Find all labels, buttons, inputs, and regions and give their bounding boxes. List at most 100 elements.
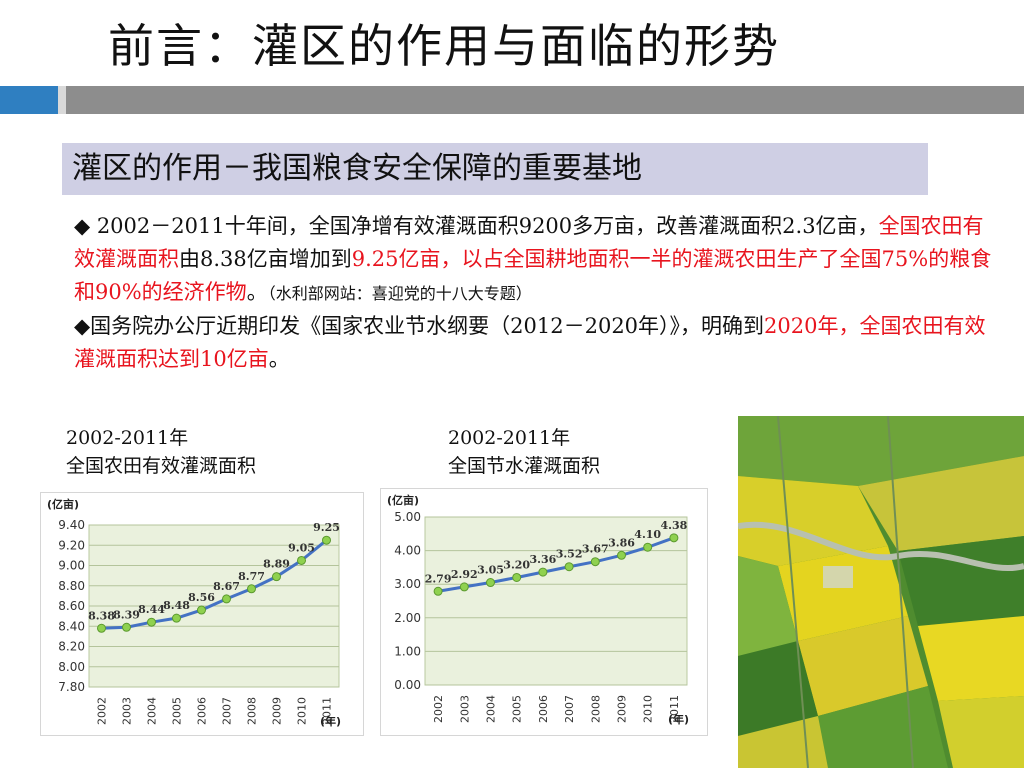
chart-2-xtick-label: 2011: [668, 695, 681, 723]
bullet-2-text-c: 。: [268, 347, 290, 371]
chart-1-data-point: [97, 623, 106, 633]
chart-1-data-label: 9.25: [313, 521, 340, 534]
chart-1-series-line: [101, 539, 328, 630]
chart-1-data-point: [322, 535, 331, 545]
chart-1-data-label: 8.48: [163, 599, 190, 612]
chart-1-data-point: [122, 622, 131, 632]
section-subtitle: 灌区的作用－我国粮食安全保障的重要基地: [62, 143, 928, 195]
chart-2-xtick-label: 2006: [537, 695, 550, 723]
chart-1-data-point: [297, 555, 306, 565]
chart-1-xtick-label: 2010: [296, 697, 309, 725]
chart-2-xtick-label: 2002: [432, 695, 445, 723]
chart-1-data-point: [222, 594, 231, 604]
chart-2-ytick-label: 3.00: [394, 577, 421, 591]
chart-1-xtick-label: 2005: [171, 697, 184, 725]
chart-1-ytick-label: 8.40: [58, 619, 85, 633]
chart-2-plot-area: [424, 516, 688, 686]
chart-1-xtick-label: 2011: [321, 697, 334, 725]
bullet-2-highlight: 2020年，全国农田有效灌溉面积达到10亿亩: [74, 314, 986, 371]
chart-1-data-label: 8.77: [238, 570, 265, 583]
bullet-2-text-a: ◆国务院办公厅近期印发《国家农业节水纲要（2012－2020年）》，明确到: [74, 314, 765, 338]
chart-2-data-label: 2.79: [425, 572, 452, 585]
chart-2-data-label: 3.52: [556, 548, 583, 561]
chart-1-data-point: [147, 617, 156, 627]
chart-2-data-label: 3.67: [582, 543, 609, 556]
chart-2-data-point: [459, 582, 469, 592]
chart-1-xtick-label: 2006: [196, 697, 209, 725]
chart-1-xtick-label: 2007: [221, 697, 234, 725]
chart-1-caption: 2002-2011年 全国农田有效灌溉面积: [66, 424, 256, 480]
chart-1-ylabel: (亿亩): [47, 497, 79, 511]
bullet-2: ◆国务院办公厅近期印发《国家农业节水纲要（2012－2020年）》，明确到202…: [74, 310, 994, 376]
chart-1-ytick-label: 9.00: [58, 559, 85, 573]
chart-2-data-label: 4.10: [634, 528, 661, 541]
chart-1-caption-line2: 全国农田有效灌溉面积: [66, 455, 257, 477]
chart-1-xtick-label: 2008: [246, 697, 259, 725]
bullet-1-highlight-1: 全国农田有效灌溉面积: [74, 214, 984, 271]
chart-1-data-label: 8.38: [88, 609, 115, 622]
chart-1-ytick-label: 8.00: [58, 660, 85, 674]
chart-2-data-point: [538, 567, 548, 577]
chart-2-data-point: [643, 542, 653, 552]
chart-1-xtick-label: 2003: [121, 697, 134, 725]
chart-1-data-label: 9.05: [288, 541, 315, 554]
chart-2-xtick-label: 2003: [458, 695, 471, 723]
chart-2-data-label: 3.20: [503, 558, 530, 571]
chart-2-data-point: [669, 533, 679, 543]
chart-1-ytick-label: 9.20: [58, 538, 85, 552]
chart-2-caption: 2002-2011年 全国节水灌溉面积: [448, 424, 600, 480]
chart-2-data-label: 3.86: [608, 536, 635, 549]
chart-2-data-point: [512, 572, 522, 582]
chart-1-data-label: 8.44: [138, 603, 165, 616]
chart-2-data-point: [590, 557, 600, 567]
bullet-1-text-b: 由8.38亿亩增加到: [179, 247, 352, 271]
bullet-1-highlight-2: 9.25亿亩，以占全国耕地面积一半的灌溉农田生产了全国75%的粮食和90%的经济…: [74, 247, 992, 304]
chart-2-caption-line2: 全国节水灌溉面积: [448, 455, 601, 477]
chart-2-data-point: [617, 550, 626, 560]
chart-2-data-label: 4.38: [661, 519, 688, 532]
chart-2-data-point: [564, 562, 574, 572]
chart-2-container: 5.00 4.00 3.00 2.00 1.00 0.00 (亿亩) 2002 2003 2004…: [380, 488, 708, 736]
bullet-1-text-a: ◆ 2002－2011十年间，全国净增有效灌溉面积9200多万亩，改善灌溉面积2…: [74, 214, 879, 238]
aerial-farmland-photo: [738, 416, 1024, 768]
chart-2-ytick-label: 4.00: [394, 544, 421, 558]
chart-2-series-line: [437, 536, 675, 593]
chart-1-data-label: 8.67: [213, 580, 240, 593]
header-accent-gray: [66, 86, 1024, 114]
chart-1-ytick-label: 8.60: [58, 599, 85, 613]
header-accent-gap: [58, 86, 66, 114]
bullet-1-text-c: 。: [246, 280, 268, 304]
chart-1-xtick-label: 2004: [146, 697, 159, 725]
chart-1-data-label: 8.39: [113, 608, 140, 621]
chart-1-data-point: [197, 605, 206, 615]
chart-2-ylabel: (亿亩): [387, 493, 419, 507]
chart-2-svg: 5.00 4.00 3.00 2.00 1.00 0.00 (亿亩) 2002 2003 2004…: [387, 493, 689, 726]
chart-2-xtick-label: 2007: [563, 695, 576, 723]
chart-1-data-point: [272, 572, 281, 582]
chart-1-caption-line1: 2002-2011年: [66, 427, 189, 449]
bullet-1: ◆ 2002－2011十年间，全国净增有效灌溉面积9200多万亩，改善灌溉面积2…: [74, 210, 994, 310]
chart-2-data-point: [486, 578, 495, 588]
body-text: ◆ 2002－2011十年间，全国净增有效灌溉面积9200多万亩，改善灌溉面积2…: [74, 210, 994, 376]
chart-2-xlabel: (年): [668, 712, 689, 726]
page-title: 前言：灌区的作用与面临的形势: [108, 19, 780, 73]
chart-1-data-point: [247, 584, 256, 594]
chart-1-data-label: 8.56: [188, 591, 215, 604]
chart-2-ytick-label: 0.00: [394, 678, 421, 692]
chart-1-ytick-label: 8.80: [58, 579, 85, 593]
chart-1-ytick-label: 9.40: [58, 518, 85, 532]
chart-2-xtick-label: 2010: [642, 695, 655, 723]
chart-1-xtick-label: 2002: [96, 697, 109, 725]
chart-1-xtick-label: 2009: [271, 697, 284, 725]
chart-2-xtick-label: 2005: [511, 695, 524, 723]
chart-1-data-point: [172, 613, 181, 623]
chart-2-xtick-label: 2004: [485, 695, 498, 723]
header-accent-blue: [0, 86, 58, 114]
chart-2-caption-line1: 2002-2011年: [448, 427, 571, 449]
chart-2-xtick-label: 2009: [616, 695, 629, 723]
chart-2-data-label: 2.92: [451, 568, 478, 581]
chart-1-xlabel: (年): [320, 714, 341, 728]
chart-1-container: 9.40 9.20 9.00 8.80 8.60 8.40 8.20 8.00 7.80 (亿亩)…: [40, 492, 364, 736]
chart-2-data-label: 3.36: [530, 553, 557, 566]
chart-1-svg: 9.40 9.20 9.00 8.80 8.60 8.40 8.20 8.00 7.80 (亿亩)…: [47, 497, 341, 728]
